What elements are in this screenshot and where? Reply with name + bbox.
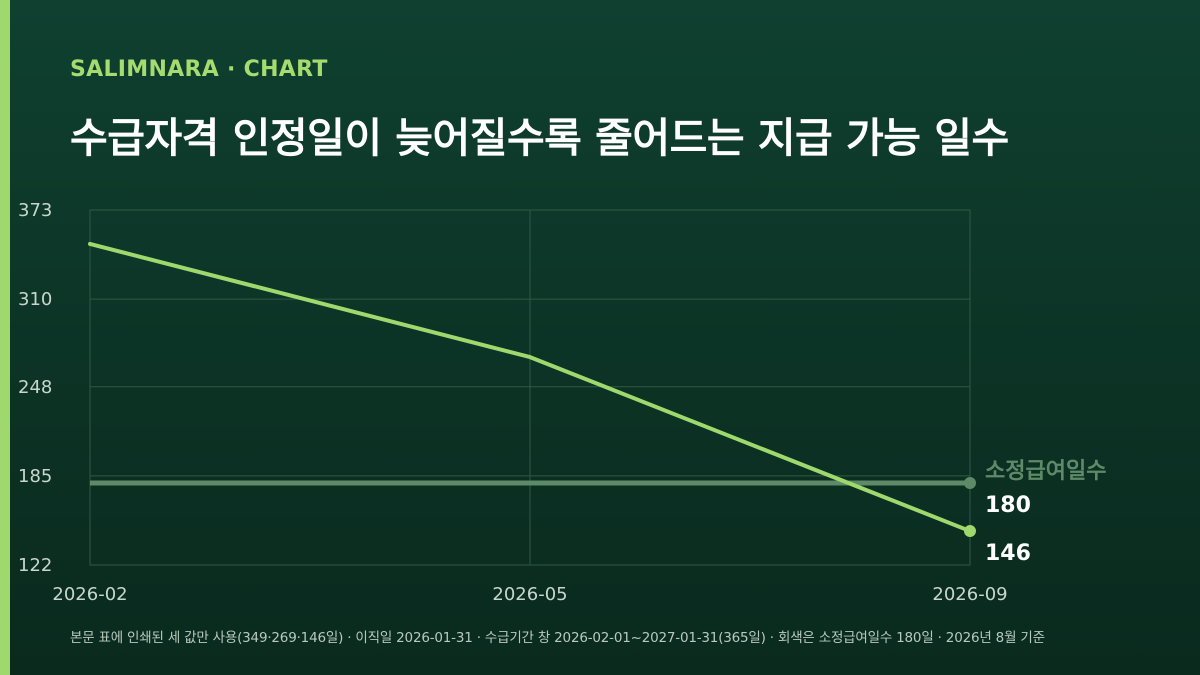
grid-layer <box>89 209 971 566</box>
y-tick-label: 248 <box>18 377 52 398</box>
x-tick-label: 2026-05 <box>492 584 567 605</box>
series-end-label: 146 <box>985 541 1031 566</box>
reference-layer <box>90 476 976 489</box>
x-tick-label: 2026-09 <box>932 584 1007 605</box>
brand-label: SALIMNARA · CHART <box>70 57 328 82</box>
x-tick-label: 2026-02 <box>52 584 127 605</box>
footnote: 본문 표에 인쇄된 세 값만 사용(349·269·146일) · 이직일 20… <box>70 630 1045 646</box>
series-end-point <box>964 525 976 538</box>
series-line <box>88 241 972 534</box>
series-layer <box>88 241 976 538</box>
y-tick-label: 185 <box>18 466 52 487</box>
page-title: 수급자격 인정일이 늦어질수록 줄어드는 지급 가능 일수 <box>70 114 1009 162</box>
label-layer: 소정급여일수 180 146 <box>985 459 1106 566</box>
reference-line-name: 소정급여일수 <box>985 459 1106 484</box>
reference-end-marker <box>964 476 976 489</box>
accent-bar <box>0 0 10 675</box>
y-tick-label: 373 <box>18 200 52 221</box>
reference-value-label: 180 <box>985 493 1031 518</box>
y-tick-label: 122 <box>18 555 52 576</box>
y-tick-label: 310 <box>18 289 52 310</box>
